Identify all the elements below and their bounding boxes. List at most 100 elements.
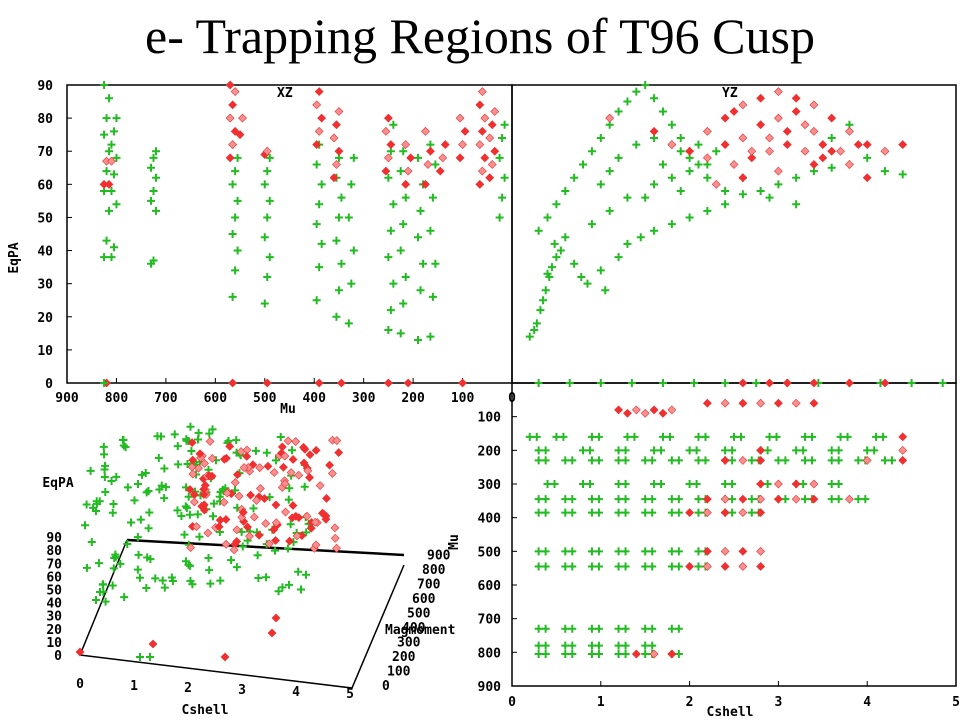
data-point-trapped: [738, 456, 748, 465]
data-point-untrapped: [283, 544, 292, 553]
data-point-trapped: [232, 537, 242, 546]
data-point-untrapped: [82, 500, 91, 509]
x-tick-label: 300: [352, 391, 376, 406]
data-point-untrapped: [317, 180, 326, 189]
data-point-trapped: [322, 494, 331, 503]
data-point-untrapped: [99, 442, 108, 451]
data-point-untrapped: [561, 641, 570, 650]
data-point-untrapped: [827, 133, 836, 142]
data-point-untrapped: [541, 286, 550, 295]
z-tick-label: 90: [46, 531, 62, 546]
data-point-trapped: [271, 536, 280, 545]
y-axis-label: Magmoment: [385, 623, 455, 638]
x-tick-label: 2: [184, 681, 192, 696]
z-tick-label: 60: [46, 570, 62, 585]
data-point-untrapped: [401, 273, 410, 282]
data-point-untrapped: [587, 624, 596, 633]
y-tick-label: 400: [478, 512, 502, 527]
data-point-untrapped: [286, 520, 295, 529]
data-point-trapped: [765, 133, 774, 143]
data-point-untrapped: [173, 442, 182, 451]
data-point-trapped: [229, 545, 239, 555]
data-point-untrapped: [534, 650, 543, 659]
y-tick-label: 900: [427, 549, 451, 564]
data-point-untrapped: [550, 480, 559, 488]
data-point-trapped: [185, 485, 195, 494]
data-point-untrapped: [594, 508, 603, 517]
data-point-trapped: [631, 649, 641, 659]
data-point-untrapped: [347, 279, 356, 288]
data-point-trapped: [305, 450, 315, 460]
data-point-untrapped: [632, 140, 641, 149]
data-point-untrapped: [216, 576, 225, 585]
data-point-untrapped: [880, 456, 889, 465]
data-point-untrapped: [109, 243, 118, 252]
y-tick-label: 100: [478, 411, 502, 426]
data-point-trapped: [756, 445, 766, 455]
data-point-trapped: [490, 107, 500, 116]
data-point-untrapped: [658, 107, 667, 116]
y-tick-label: 20: [37, 311, 53, 326]
data-point-untrapped: [185, 510, 194, 519]
data-point-untrapped: [285, 484, 294, 493]
data-point-untrapped: [872, 432, 881, 441]
data-point-untrapped: [231, 213, 240, 222]
data-point-trapped: [188, 469, 198, 479]
data-point-trapped: [267, 628, 277, 638]
data-point-trapped: [720, 398, 730, 408]
data-point-untrapped: [228, 230, 237, 238]
z-tick-label: 70: [46, 557, 62, 572]
data-point-trapped: [283, 436, 293, 446]
data-point-trapped: [192, 522, 201, 532]
data-point-untrapped: [648, 508, 657, 517]
data-point-trapped: [194, 463, 203, 473]
data-point-untrapped: [559, 432, 568, 441]
x-tick-label: 4: [863, 695, 871, 710]
data-point-trapped: [403, 378, 413, 388]
data-point-untrapped: [648, 456, 657, 465]
data-point-untrapped: [157, 432, 166, 441]
x-axis-label: Cshell: [707, 705, 754, 720]
data-point-untrapped: [428, 292, 437, 301]
data-point-trapped: [221, 453, 231, 463]
data-point-untrapped: [648, 562, 657, 571]
data-point-trapped: [773, 398, 783, 408]
data-point-untrapped: [650, 480, 659, 488]
data-point-untrapped: [144, 486, 153, 495]
data-point-trapped: [232, 470, 242, 480]
panel-corner-label: YZ: [722, 86, 738, 101]
data-point-untrapped: [396, 329, 405, 338]
data-point-trapped: [294, 513, 304, 523]
data-point-trapped: [187, 462, 197, 472]
data-point-untrapped: [747, 508, 756, 517]
data-point-untrapped: [133, 480, 142, 489]
data-point-trapped: [756, 494, 766, 504]
data-point-untrapped: [650, 180, 659, 189]
data-point-untrapped: [568, 495, 577, 504]
y-tick-label: 300: [397, 636, 421, 651]
data-point-untrapped: [568, 547, 577, 556]
data-point-untrapped: [594, 650, 603, 659]
data-point-trapped: [222, 488, 232, 498]
data-point-untrapped: [552, 200, 561, 209]
y-tick-label: 500: [478, 545, 502, 560]
data-point-untrapped: [416, 286, 425, 295]
data-point-untrapped: [543, 213, 552, 222]
data-point-untrapped: [827, 495, 836, 504]
data-point-untrapped: [121, 443, 130, 452]
data-point-trapped: [738, 100, 748, 110]
data-point-untrapped: [185, 561, 194, 570]
data-point-untrapped: [863, 153, 872, 162]
data-point-untrapped: [650, 446, 659, 455]
x-tick-label: 1: [597, 695, 605, 710]
data-point-untrapped: [100, 450, 109, 459]
data-point-trapped: [711, 179, 721, 189]
data-point-trapped: [720, 140, 730, 150]
panel-frame-top-right: [511, 84, 957, 384]
data-point-untrapped: [605, 167, 614, 176]
data-point-untrapped: [86, 466, 95, 475]
data-point-untrapped: [205, 429, 214, 438]
data-point-untrapped: [667, 547, 676, 556]
data-point-trapped: [312, 140, 322, 150]
